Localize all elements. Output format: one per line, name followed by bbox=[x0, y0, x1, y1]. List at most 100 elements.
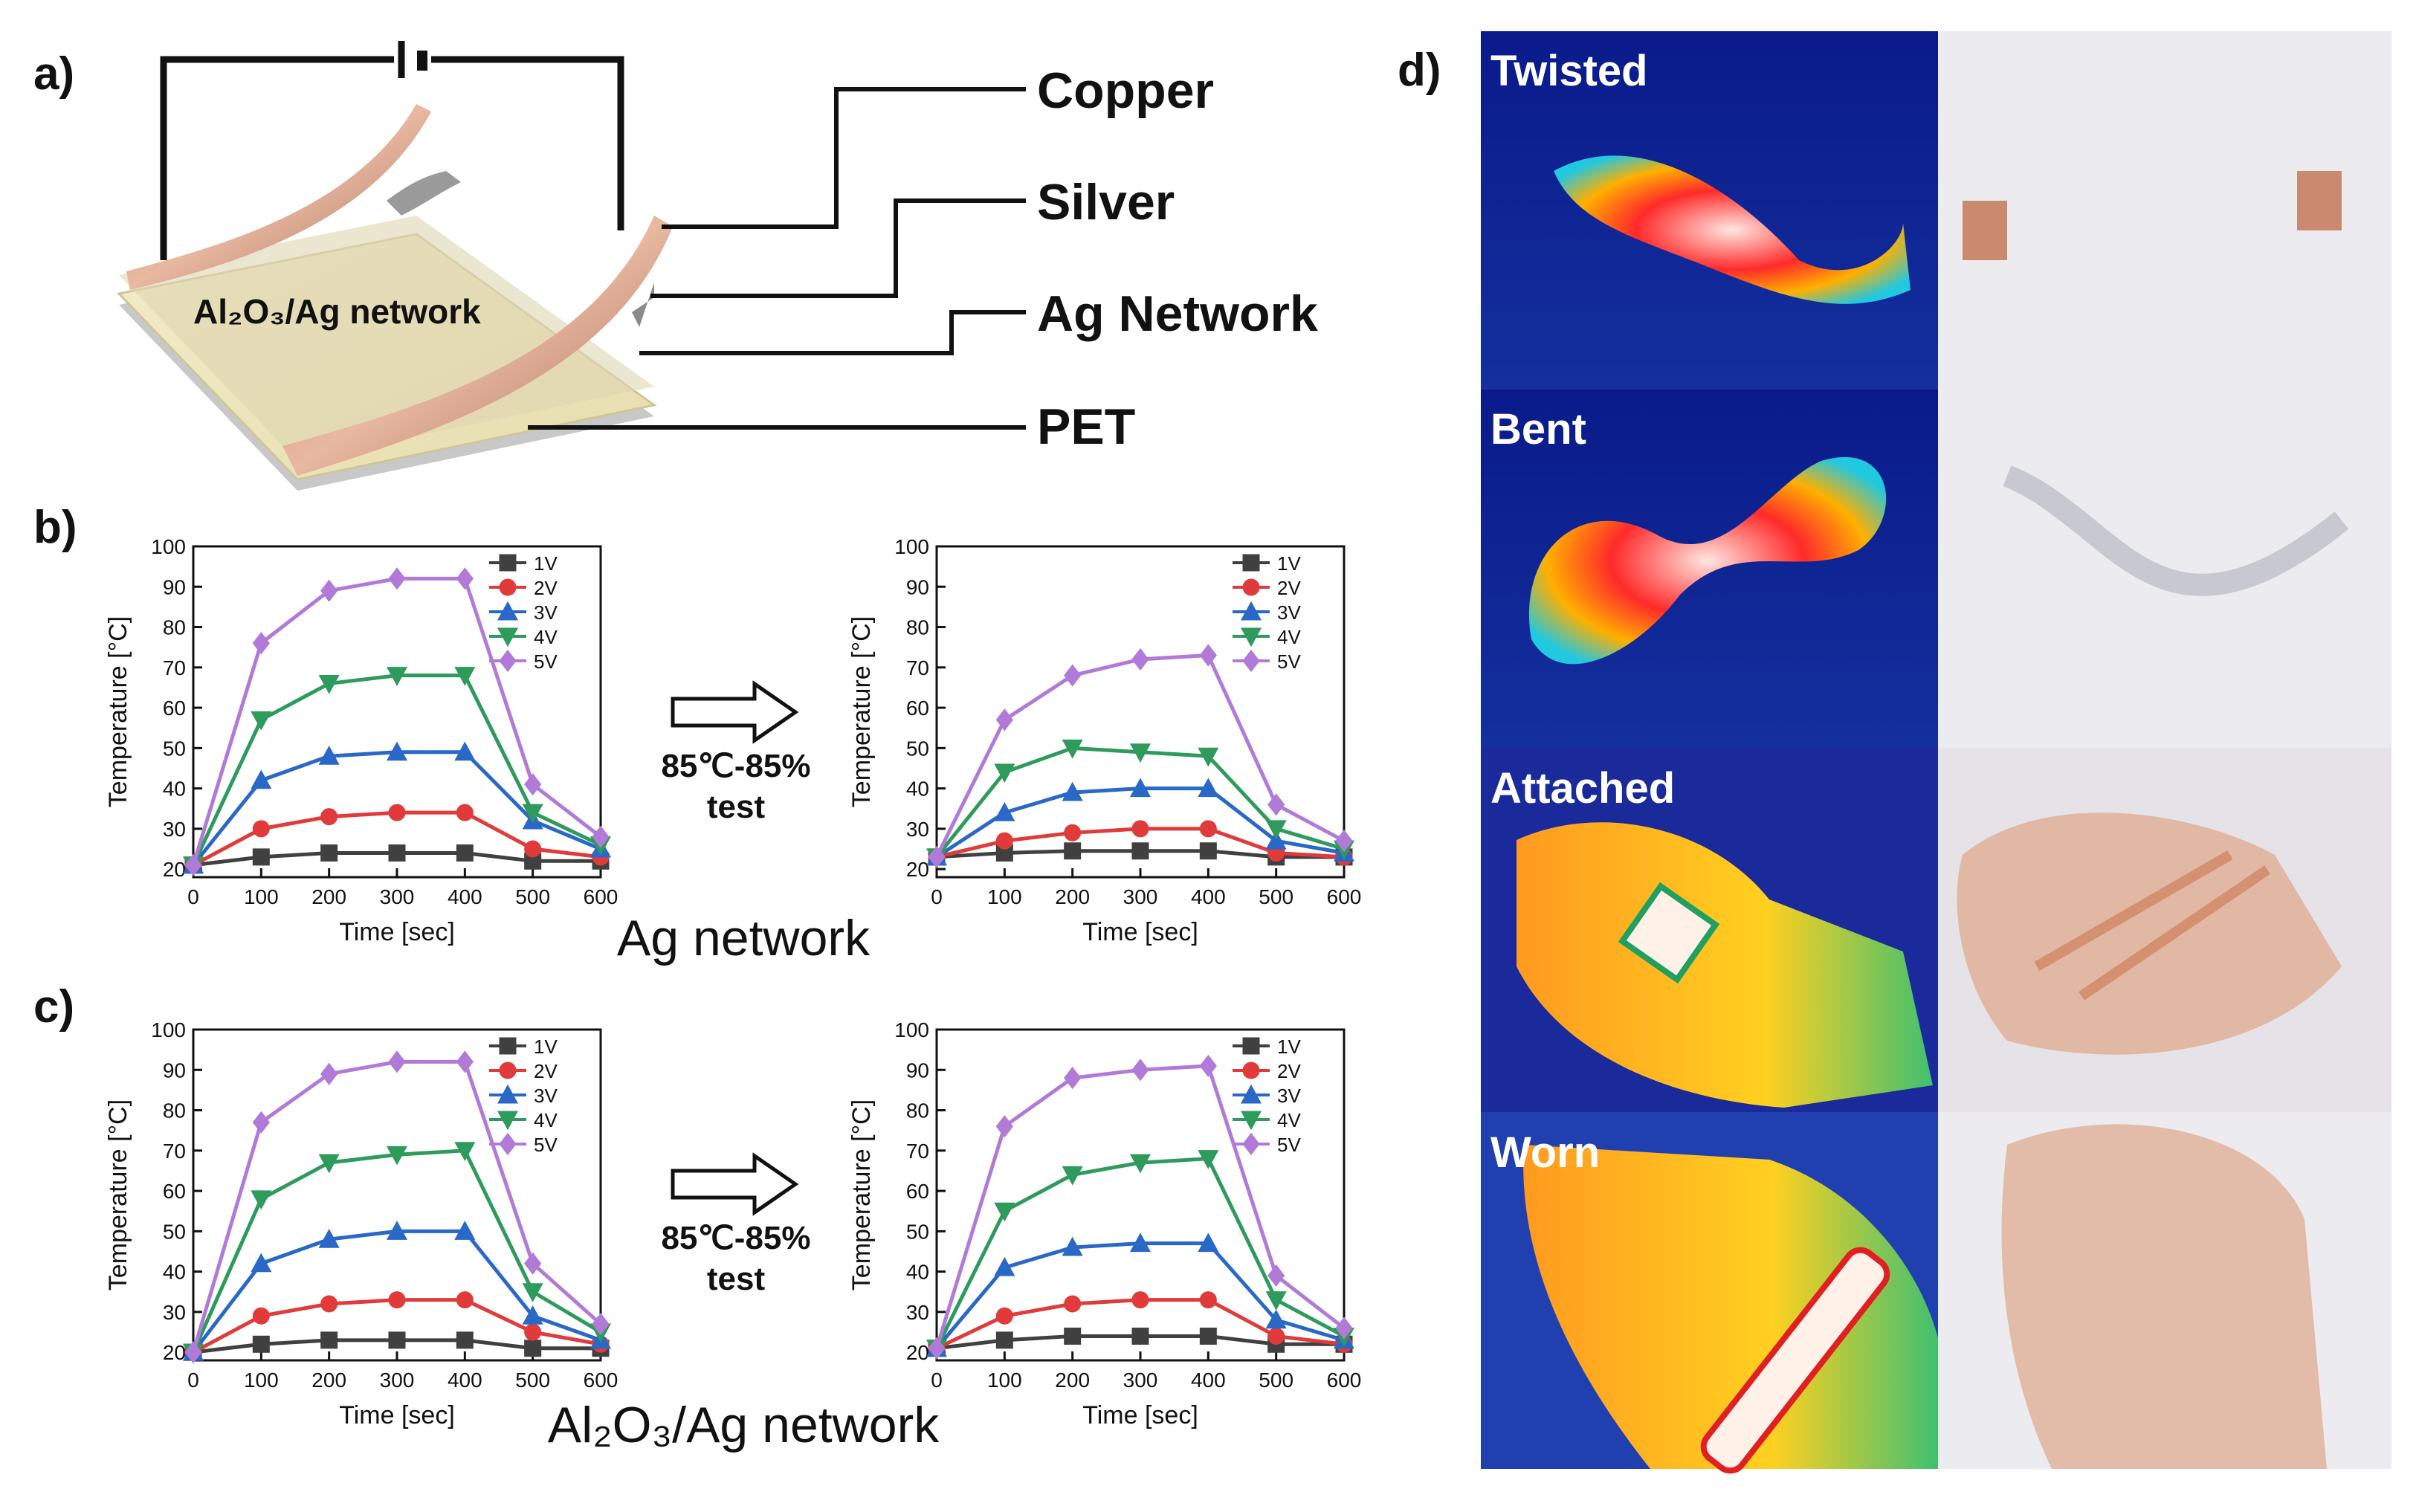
x-tick-label: 0 bbox=[187, 1369, 199, 1392]
marker bbox=[252, 820, 270, 838]
legend-swatch bbox=[499, 554, 517, 572]
marker bbox=[251, 769, 272, 789]
y-tick-label: 90 bbox=[906, 1059, 929, 1082]
legend-swatch bbox=[1242, 1132, 1260, 1156]
arrow-label: 85℃-85% bbox=[661, 748, 810, 784]
y-tick-label: 40 bbox=[163, 1261, 186, 1284]
layer-label: Silver bbox=[1037, 174, 1175, 230]
marker bbox=[522, 804, 543, 824]
panel-label: d) bbox=[1398, 45, 1441, 96]
marker bbox=[1265, 1309, 1287, 1329]
marker bbox=[1131, 647, 1149, 671]
x-tick-label: 500 bbox=[515, 1369, 550, 1392]
marker bbox=[251, 711, 272, 731]
y-tick-label: 100 bbox=[894, 535, 929, 558]
legend-label: 4V bbox=[534, 1109, 558, 1131]
x-tick-label: 400 bbox=[1191, 885, 1226, 908]
y-tick-label: 60 bbox=[906, 697, 929, 720]
x-tick-label: 600 bbox=[584, 885, 618, 908]
marker bbox=[1265, 830, 1287, 850]
marker bbox=[1131, 1291, 1149, 1309]
marker bbox=[454, 667, 476, 686]
y-tick-label: 80 bbox=[906, 616, 929, 639]
marker bbox=[592, 825, 610, 848]
marker bbox=[1062, 739, 1083, 759]
photo-label: Worn bbox=[1490, 1128, 1600, 1177]
legend-label: 2V bbox=[1277, 577, 1301, 599]
marker bbox=[592, 1313, 610, 1336]
marker bbox=[1064, 1295, 1082, 1313]
marker bbox=[320, 1331, 338, 1349]
y-tick-label: 50 bbox=[906, 737, 929, 760]
x-tick-label: 0 bbox=[931, 885, 943, 908]
marker bbox=[252, 1307, 270, 1325]
marker bbox=[386, 741, 408, 761]
series-line bbox=[191, 673, 602, 866]
marker bbox=[524, 773, 542, 796]
marker bbox=[318, 1228, 340, 1248]
marker bbox=[1131, 1059, 1149, 1082]
marker bbox=[1198, 1150, 1219, 1169]
x-tick-label: 100 bbox=[987, 885, 1022, 908]
legend-label: 3V bbox=[1277, 1085, 1301, 1107]
y-axis-label: Temperature [°C] bbox=[847, 616, 876, 807]
x-axis-label: Time [sec] bbox=[1082, 1401, 1198, 1429]
x-tick-label: 200 bbox=[1055, 885, 1090, 908]
arrow-label: test bbox=[707, 789, 766, 825]
marker bbox=[454, 741, 476, 761]
panel-label: b) bbox=[33, 502, 77, 553]
marker bbox=[1064, 842, 1082, 860]
marker bbox=[454, 1221, 476, 1240]
marker bbox=[524, 840, 542, 858]
marker bbox=[386, 1146, 408, 1166]
marker bbox=[522, 1283, 543, 1302]
x-tick-label: 500 bbox=[515, 885, 550, 908]
legend-label: 3V bbox=[1277, 601, 1301, 624]
legend-swatch bbox=[497, 1084, 519, 1104]
marker bbox=[994, 763, 1015, 784]
marker bbox=[388, 1050, 406, 1073]
legend-label: 3V bbox=[534, 1085, 558, 1107]
device-diagram bbox=[117, 41, 1026, 491]
layer-label: Copper bbox=[1037, 62, 1214, 119]
marker bbox=[1198, 778, 1219, 798]
y-tick-label: 30 bbox=[163, 1301, 186, 1324]
x-tick-label: 400 bbox=[448, 885, 482, 908]
legend-swatch bbox=[499, 1037, 517, 1055]
y-axis-label: Temperature [°C] bbox=[104, 1099, 132, 1290]
x-tick-label: 200 bbox=[311, 1369, 346, 1392]
marker bbox=[456, 804, 474, 821]
arrow-label: 85℃-85% bbox=[661, 1220, 810, 1256]
marker bbox=[1064, 1067, 1082, 1090]
y-tick-label: 30 bbox=[163, 818, 186, 841]
y-tick-label: 70 bbox=[163, 1140, 186, 1163]
x-tick-label: 400 bbox=[1191, 1369, 1226, 1392]
legend-swatch bbox=[1242, 1062, 1260, 1079]
y-tick-label: 70 bbox=[906, 656, 929, 679]
y-tick-label: 30 bbox=[906, 818, 929, 841]
marker bbox=[994, 801, 1015, 821]
legend-label: 2V bbox=[1277, 1060, 1301, 1082]
x-tick-label: 300 bbox=[380, 885, 415, 908]
marker bbox=[1267, 793, 1285, 816]
x-tick-label: 100 bbox=[244, 1369, 279, 1392]
marker bbox=[456, 567, 474, 590]
x-tick-label: 0 bbox=[931, 1369, 943, 1392]
marker bbox=[995, 1115, 1013, 1138]
y-tick-label: 90 bbox=[906, 575, 929, 598]
legend-swatch bbox=[499, 649, 517, 673]
y-tick-label: 50 bbox=[906, 1220, 929, 1243]
y-tick-label: 100 bbox=[151, 1018, 186, 1041]
marker bbox=[252, 1335, 270, 1353]
marker bbox=[994, 1202, 1015, 1222]
x-tick-label: 200 bbox=[1055, 1369, 1090, 1392]
legend-label: 1V bbox=[1277, 552, 1301, 575]
arrow bbox=[671, 1152, 799, 1216]
y-tick-label: 20 bbox=[906, 1341, 929, 1364]
marker bbox=[1131, 820, 1149, 838]
legend-label: 5V bbox=[1277, 1134, 1301, 1156]
marker bbox=[454, 1142, 476, 1162]
x-tick-label: 200 bbox=[311, 885, 346, 908]
legend-swatch bbox=[499, 1062, 517, 1079]
